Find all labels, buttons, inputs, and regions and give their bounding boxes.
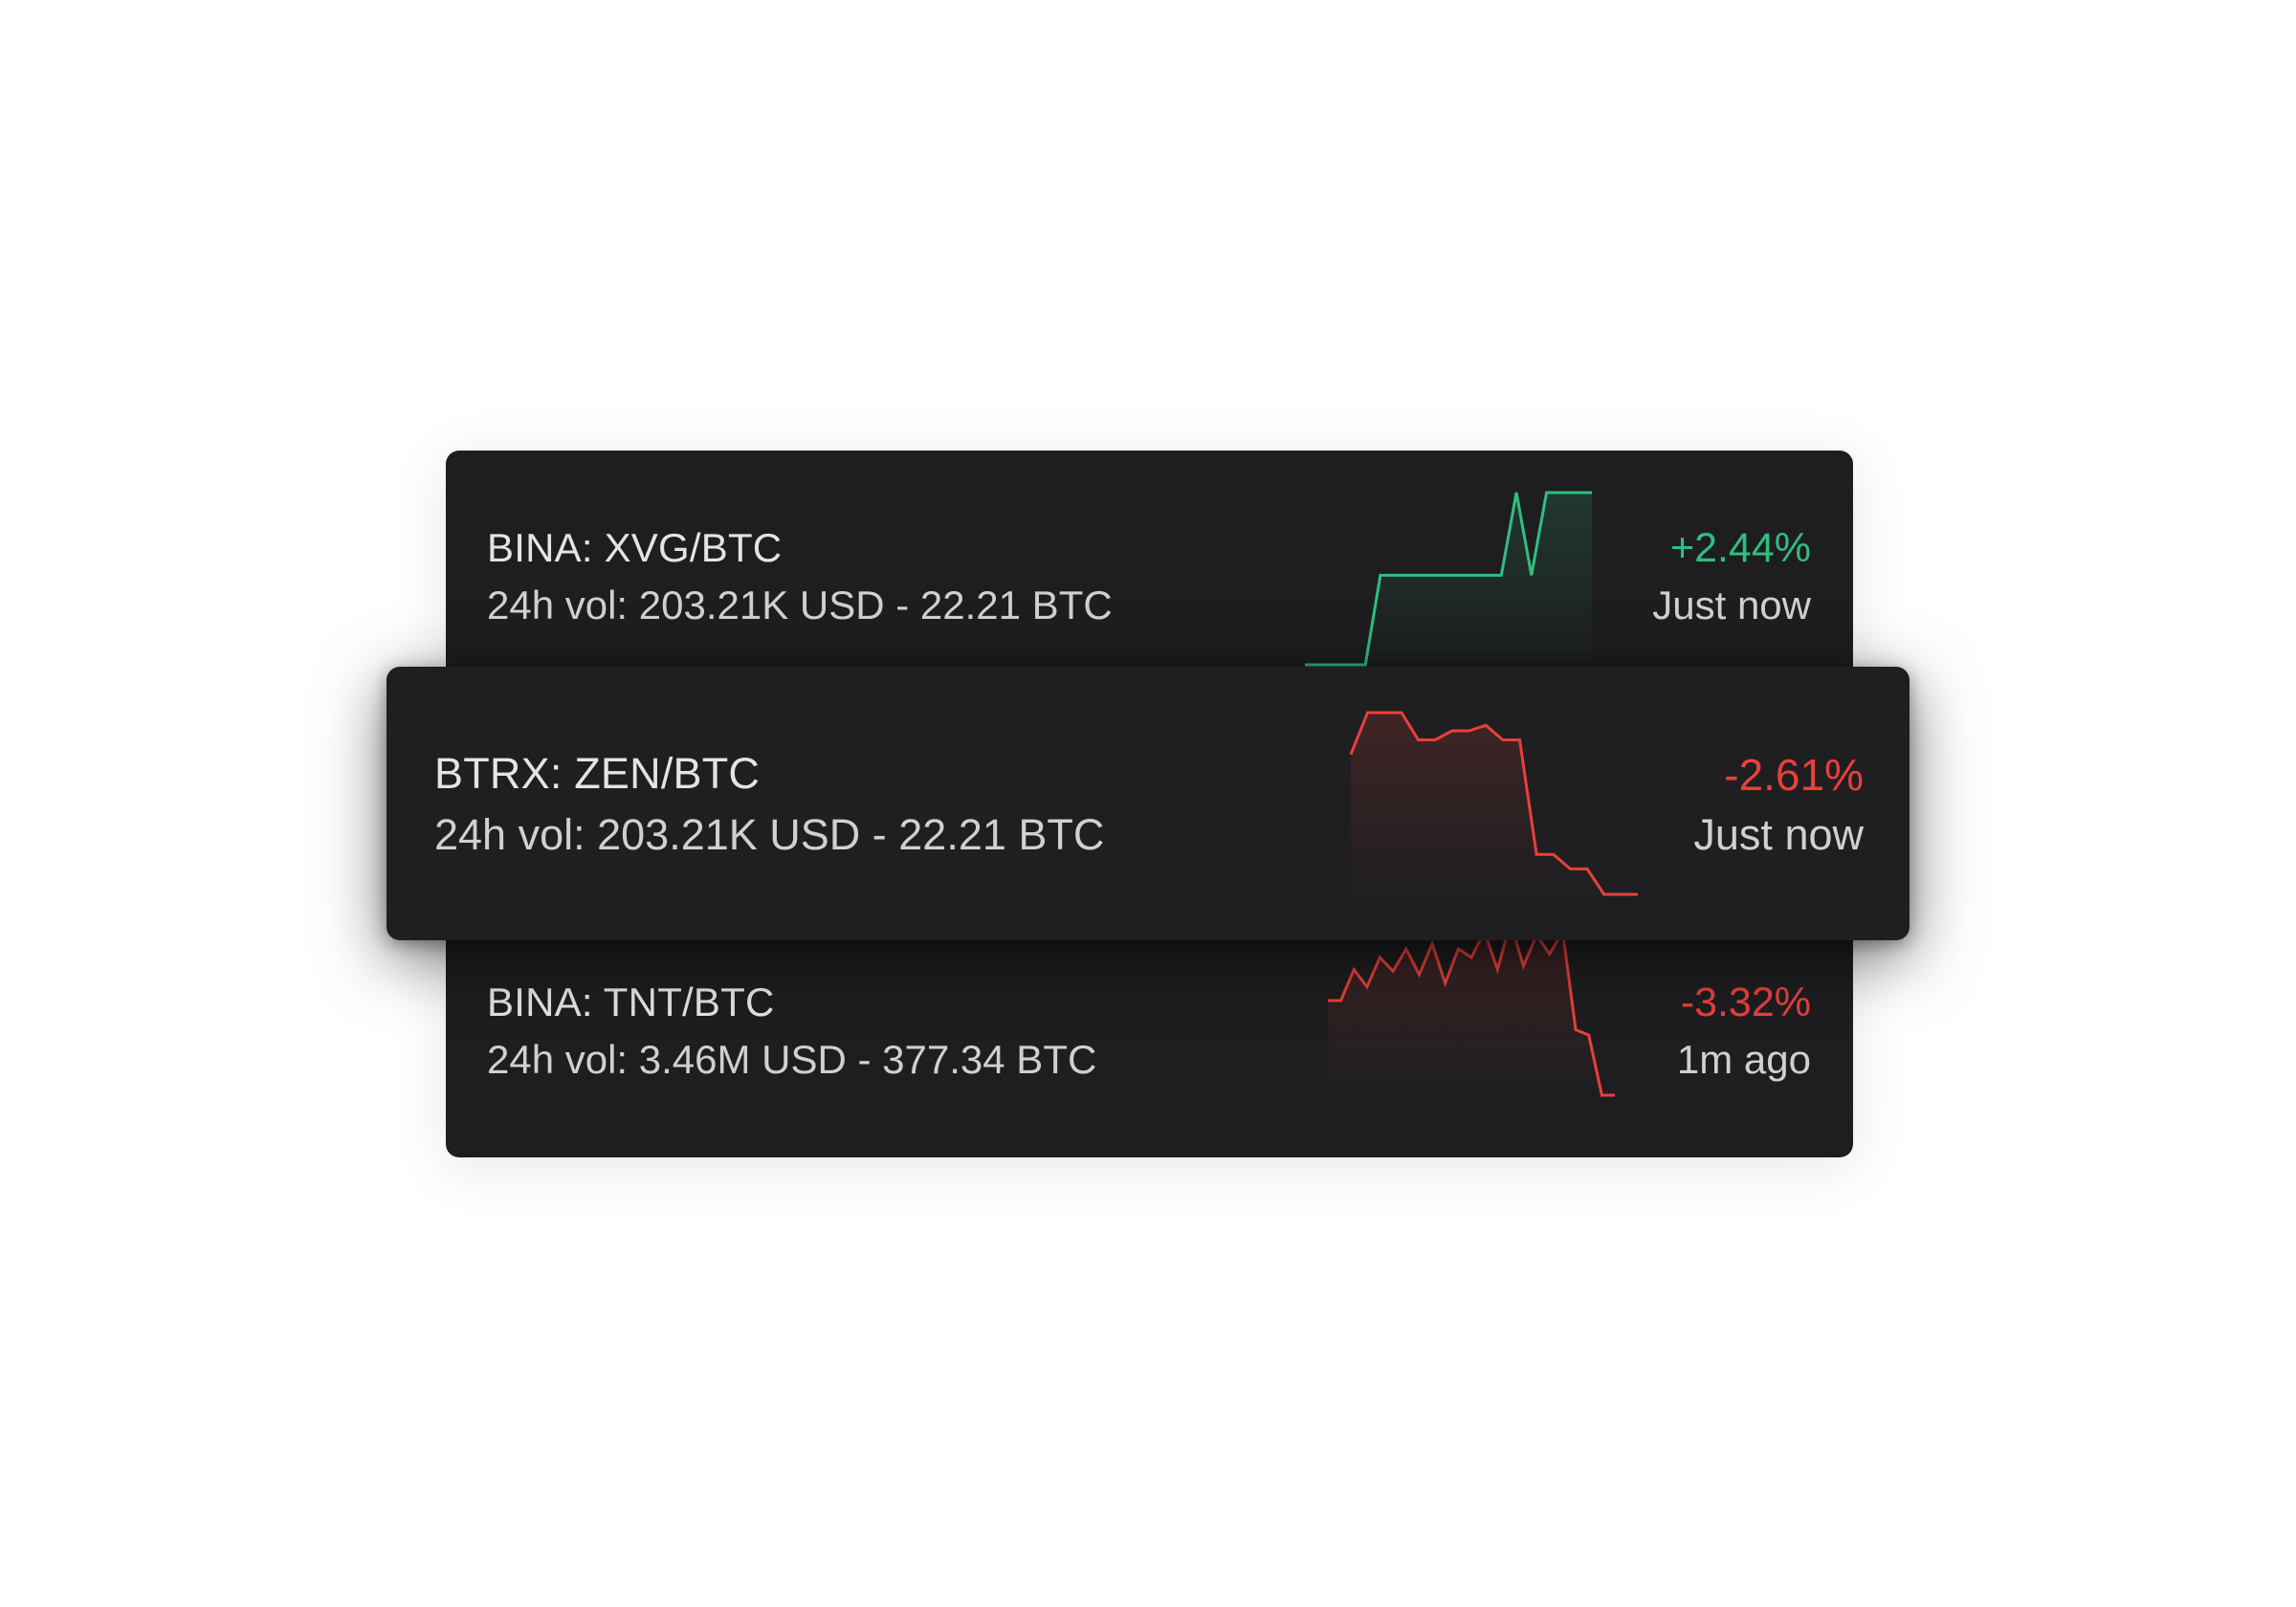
sparkline-chart [1328, 917, 1615, 1097]
ticker-row[interactable]: BTRX: ZEN/BTC 24h vol: 203.21K USD - 22.… [386, 667, 1910, 940]
ticker-time: Just now [1652, 583, 1811, 627]
ticker-change: +2.44% [1669, 525, 1811, 571]
sparkline-area [1351, 713, 1638, 894]
sparkline-chart [1349, 711, 1638, 896]
sparkline-line [1305, 491, 1592, 667]
sparkline-area [1305, 493, 1592, 665]
ticker-volume: 24h vol: 203.21K USD - 22.21 BTC [434, 810, 1105, 859]
ticker-volume: 24h vol: 203.21K USD - 22.21 BTC [487, 583, 1113, 627]
ticker-card-selected[interactable]: BTRX: ZEN/BTC 24h vol: 203.21K USD - 22.… [386, 667, 1910, 940]
sparkline-line [1328, 917, 1615, 1097]
ticker-pair: BTRX: ZEN/BTC [434, 749, 761, 798]
sparkline-svg [1328, 917, 1615, 1097]
ticker-change: -3.32% [1680, 980, 1811, 1025]
ticker-pair: BINA: TNT/BTC [487, 980, 775, 1024]
ticker-pair: BINA: XVG/BTC [487, 525, 783, 570]
ticker-row[interactable]: BINA: TNT/BTC 24h vol: 3.46M USD - 377.3… [446, 917, 1853, 1157]
sparkline-svg [1305, 491, 1592, 667]
ticker-time: Just now [1693, 810, 1864, 859]
sparkline-chart [1305, 491, 1592, 667]
ticker-time: 1m ago [1676, 1037, 1811, 1082]
sparkline-svg [1349, 711, 1638, 896]
ticker-row[interactable]: BINA: XVG/BTC 24h vol: 203.21K USD - 22.… [446, 451, 1853, 669]
sparkline-area [1328, 923, 1615, 1095]
sparkline-line [1349, 711, 1638, 896]
ticker-change: -2.61% [1724, 750, 1864, 800]
ticker-volume: 24h vol: 3.46M USD - 377.34 BTC [487, 1037, 1097, 1082]
